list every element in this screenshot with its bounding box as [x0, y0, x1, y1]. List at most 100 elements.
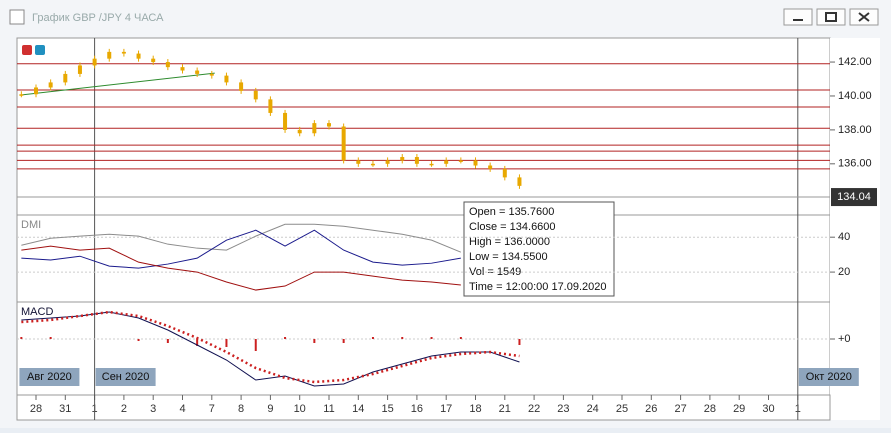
macd-line — [21, 311, 520, 387]
month-label: Авг 2020 — [27, 371, 72, 383]
x-tick-label: 28 — [30, 403, 42, 415]
pane-title: MACD — [21, 306, 53, 318]
candle — [356, 160, 361, 164]
price-axis — [830, 38, 880, 420]
x-tick-label: 14 — [352, 403, 364, 415]
y-tick-label: +0 — [838, 333, 851, 345]
histogram-bar — [313, 339, 316, 343]
app-icon — [9, 9, 25, 25]
x-tick-label: 27 — [674, 403, 686, 415]
histogram-bar — [225, 339, 228, 347]
x-tick-label: 2 — [121, 403, 127, 415]
candle — [312, 123, 317, 134]
histogram-bar — [401, 337, 404, 339]
candle — [77, 65, 82, 74]
x-tick-label: 23 — [557, 403, 569, 415]
month-badge — [95, 368, 156, 386]
histogram-bar — [371, 337, 374, 339]
last-price-badge — [831, 188, 877, 207]
pane-title: DMI — [21, 219, 41, 231]
x-tick-label: 26 — [645, 403, 657, 415]
x-tick-label: 18 — [469, 403, 481, 415]
candle — [473, 160, 478, 166]
candle — [48, 82, 53, 88]
candle — [224, 75, 229, 83]
x-tick-label: 4 — [179, 403, 185, 415]
histogram-bar — [137, 339, 140, 341]
y-tick-label: 142.00 — [838, 56, 872, 68]
candle — [283, 112, 288, 130]
month-badge — [798, 368, 859, 386]
icon — [858, 12, 870, 22]
tooltip-row: Close = 134.6600 — [469, 221, 556, 233]
tooltip: Open = 135.7600 Close = 134.6600 High = 13… — [463, 201, 615, 297]
x-tick-label: 21 — [499, 403, 511, 415]
month-label: Окт 2020 — [806, 371, 852, 383]
dmi-line — [21, 223, 462, 253]
histogram-bar — [430, 337, 433, 339]
candle — [107, 51, 112, 59]
histogram-bar — [20, 337, 23, 339]
tooltip-box — [463, 201, 615, 297]
window-buttons[interactable] — [783, 8, 879, 26]
plot-area — [16, 37, 831, 396]
candle — [136, 53, 141, 59]
x-tick-label: 8 — [238, 403, 244, 415]
candle — [327, 123, 331, 127]
x-tick-label: 3 — [150, 403, 156, 415]
candle — [341, 126, 346, 161]
y-tick-label: 136.00 — [838, 158, 872, 170]
histogram-bar — [284, 337, 287, 339]
tooltip-row: Open = 135.7600 — [469, 206, 554, 218]
tooltip-row: Vol = 1549 — [469, 266, 521, 278]
candle — [19, 94, 24, 96]
dmi-line — [21, 245, 461, 291]
x-tick-label: 9 — [267, 403, 273, 415]
legend-button[interactable] — [22, 45, 32, 55]
x-tick-label: 30 — [762, 403, 774, 415]
candle — [268, 99, 273, 113]
x-tick-label: 16 — [411, 403, 423, 415]
tooltip-row: Time = 12:00:00 17.09.2020 — [469, 281, 607, 293]
candle — [151, 58, 156, 63]
last-price-label: 134.04 — [837, 191, 871, 203]
x-tick-label: 28 — [704, 403, 716, 415]
tooltip-row: Low = 134.5500 — [469, 251, 548, 263]
candle — [429, 163, 434, 166]
y-tick-label: 40 — [838, 231, 850, 243]
candle — [385, 160, 390, 164]
candle — [63, 73, 68, 83]
y-tick-label: 138.00 — [838, 124, 872, 136]
legend-button[interactable] — [35, 45, 45, 55]
maximize-button[interactable] — [816, 8, 846, 26]
icon — [825, 12, 837, 22]
candle — [444, 160, 449, 164]
date-axis — [16, 394, 831, 421]
x-tick-label: 10 — [294, 403, 306, 415]
x-tick-label: 15 — [381, 403, 393, 415]
candle — [34, 87, 38, 95]
x-tick-label: 22 — [528, 403, 540, 415]
candle — [400, 157, 405, 161]
candle — [195, 70, 200, 74]
candle — [180, 67, 185, 71]
y-tick-label: 140.00 — [838, 90, 872, 102]
minimize-button[interactable] — [783, 8, 813, 26]
candle — [165, 62, 170, 68]
candle — [209, 73, 214, 76]
histogram-bar — [459, 337, 462, 339]
histogram-bar — [518, 339, 521, 345]
candle — [370, 163, 375, 166]
month-label: Сен 2020 — [102, 371, 150, 383]
x-tick-label: 29 — [733, 403, 745, 415]
x-tick-label: 25 — [616, 403, 628, 415]
dmi-line — [21, 229, 461, 269]
candle — [502, 168, 507, 178]
candle — [253, 90, 258, 100]
candle — [297, 129, 302, 134]
candle — [488, 165, 493, 169]
x-tick-label: 24 — [587, 403, 599, 415]
candle — [121, 51, 126, 54]
